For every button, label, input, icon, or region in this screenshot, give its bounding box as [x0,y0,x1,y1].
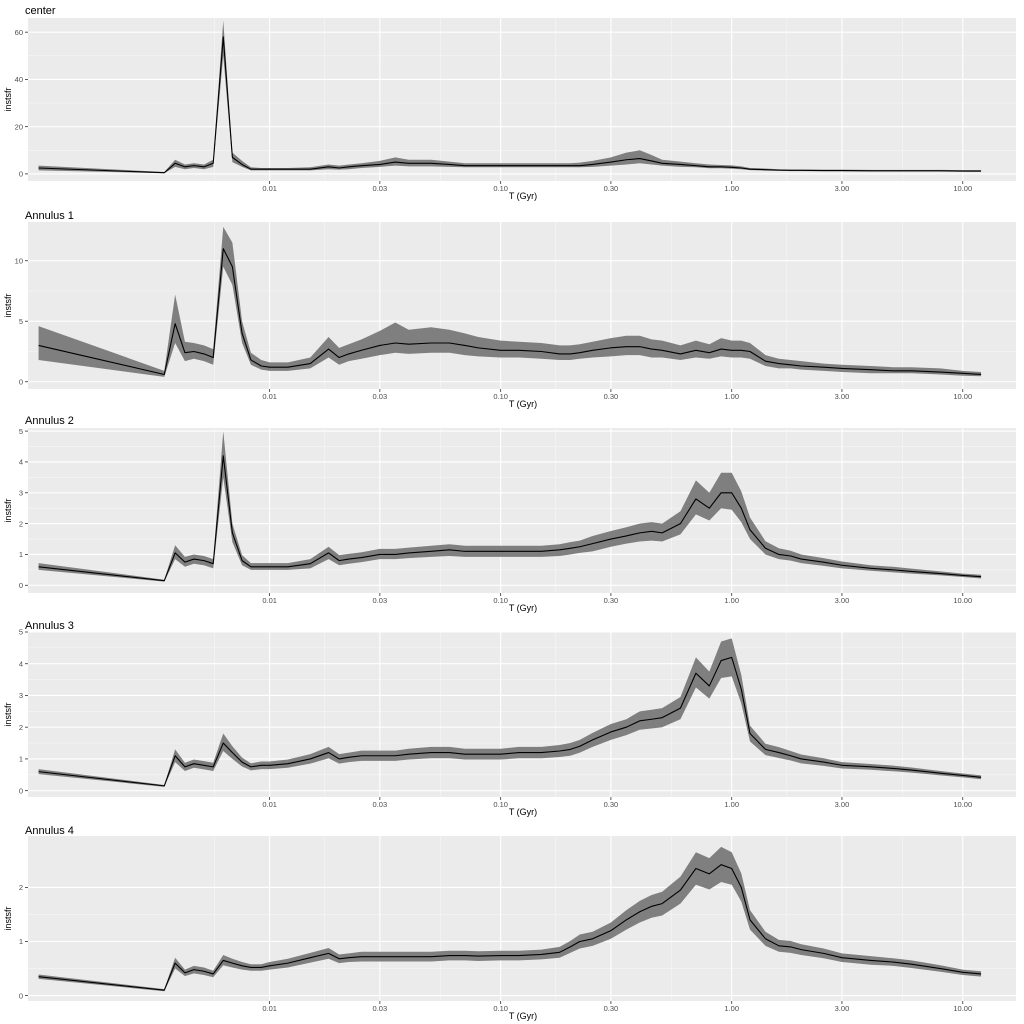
panel-title: center [25,5,56,17]
y-tick-label: 2 [19,883,23,892]
y-tick-label: 2 [19,519,23,528]
y-tick-label: 0 [19,377,23,386]
x-tick-label: 3.00 [835,596,850,605]
panel-1: center 0.01 0.03 0.10 0.30 1.00 3.00 10.00 0 20 40… [3,5,1016,201]
y-tick-label: 40 [15,75,23,84]
confidence-ribbon [38,20,982,174]
plot-background [28,222,1016,389]
x-tick-label: 0.10 [493,1004,508,1013]
x-tick-label: 0.30 [604,800,619,809]
y-axis-title: instsfr [3,702,13,726]
x-tick-label: 0.10 [493,596,508,605]
x-axis-title: T (Gyr) [509,807,537,817]
x-tick-label: 1.00 [724,800,739,809]
x-tick-label: 0.01 [262,184,277,193]
x-tick-label: 10.00 [953,596,972,605]
y-tick-label: 60 [15,28,23,37]
y-tick-label: 4 [19,659,23,668]
panel-4: Annulus 3 0.01 0.03 0.10 0.30 1.00 3.00 10.00 0 1… [3,620,1016,817]
x-tick-label: 10.00 [953,800,972,809]
x-tick-label: 0.03 [373,1004,388,1013]
y-tick-label: 0 [19,170,23,179]
y-tick-label: 1 [19,550,23,559]
x-tick-label: 10.00 [953,184,972,193]
x-axis-title: T (Gyr) [509,191,537,201]
y-axis-title: instsfr [3,87,13,111]
x-tick-label: 0.03 [373,184,388,193]
series-line [38,656,982,787]
x-tick-label: 1.00 [724,1004,739,1013]
y-tick-label: 5 [19,317,23,326]
x-tick-label: 0.30 [604,1004,619,1013]
x-axis-title: T (Gyr) [509,603,537,613]
y-tick-label: 0 [19,991,23,1000]
x-axis-title: T (Gyr) [509,399,537,409]
x-tick-label: 1.00 [724,596,739,605]
x-tick-label: 0.03 [373,392,388,401]
x-tick-label: 0.03 [373,800,388,809]
x-tick-label: 1.00 [724,184,739,193]
panel-title: Annulus 1 [25,210,74,222]
panel-title: Annulus 2 [25,415,74,427]
x-tick-label: 0.30 [604,392,619,401]
y-axis-title: instsfr [3,906,13,930]
x-tick-label: 3.00 [835,392,850,401]
y-tick-label: 1 [19,755,23,764]
y-tick-label: 5 [19,427,23,436]
series-line [38,248,982,376]
panel-title: Annulus 4 [25,825,74,837]
x-tick-label: 0.01 [262,800,277,809]
y-tick-label: 2 [19,723,23,732]
x-tick-label: 0.10 [493,392,508,401]
plot-background [28,836,1016,1001]
plot-background [28,18,1016,181]
y-tick-label: 4 [19,458,23,467]
y-axis-title: instsfr [3,293,13,317]
x-tick-label: 0.30 [604,596,619,605]
panel-3: Annulus 2 0.01 0.03 0.10 0.30 1.00 3.00 10.00 0 1… [3,415,1016,613]
y-tick-label: 5 [19,628,23,637]
panel-title: Annulus 3 [25,620,74,632]
y-tick-label: 20 [15,122,23,131]
x-tick-label: 0.10 [493,800,508,809]
panel-5: Annulus 4 0.01 0.03 0.10 0.30 1.00 3.00 10.00 0 1… [3,825,1016,1021]
series-line [38,455,982,582]
y-tick-label: 0 [19,581,23,590]
y-tick-label: 1 [19,937,23,946]
x-tick-label: 3.00 [835,184,850,193]
x-axis-title: T (Gyr) [509,1011,537,1021]
x-tick-label: 10.00 [953,392,972,401]
y-tick-label: 3 [19,488,23,497]
x-tick-label: 0.03 [373,596,388,605]
y-tick-label: 10 [15,256,23,265]
x-tick-label: 0.01 [262,1004,277,1013]
x-tick-label: 10.00 [953,1004,972,1013]
y-tick-label: 3 [19,691,23,700]
y-axis-title: instsfr [3,498,13,522]
x-tick-label: 3.00 [835,800,850,809]
confidence-ribbon [38,638,982,787]
x-tick-label: 0.10 [493,184,508,193]
panel-2: Annulus 1 0.01 0.03 0.10 0.30 1.00 3.00 10.00 0 5… [3,210,1016,409]
x-tick-label: 0.30 [604,184,619,193]
plot-background [28,632,1016,797]
x-tick-label: 0.01 [262,596,277,605]
x-tick-label: 1.00 [724,392,739,401]
series-line [38,864,982,991]
x-tick-label: 3.00 [835,1004,850,1013]
y-tick-label: 0 [19,786,23,795]
confidence-ribbon [38,226,982,377]
series-line [38,36,982,174]
x-tick-label: 0.01 [262,392,277,401]
